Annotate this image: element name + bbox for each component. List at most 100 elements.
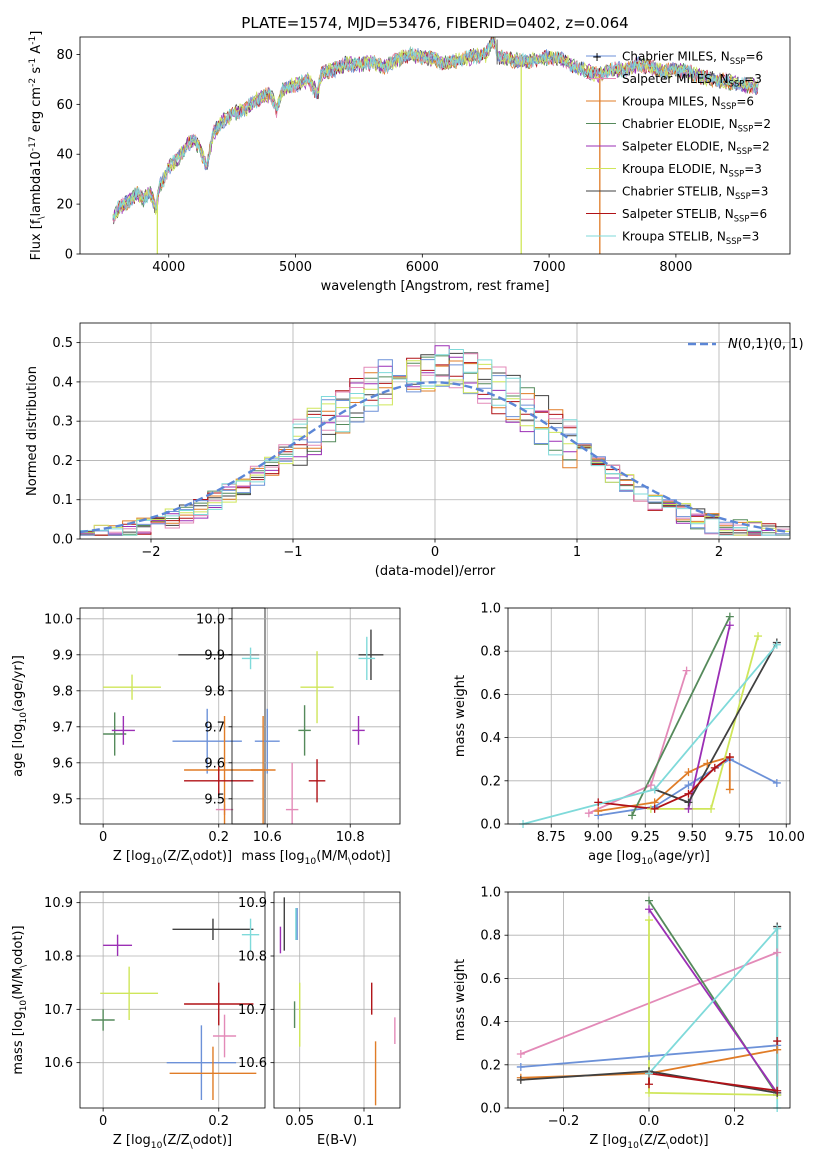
x-axis-label: Z [log10(Z/Z\odot)]: [589, 1133, 708, 1151]
weight-marker: [645, 896, 653, 905]
label-segment: Kroupa STELIB, N: [622, 230, 726, 244]
x-axis-label: (data-model)/error: [375, 564, 496, 579]
y-axis-label: mass weight: [453, 675, 468, 757]
y-tick-label: 10.9: [238, 896, 267, 911]
weight-marker: [710, 763, 719, 772]
label-segment: Chabrier MILES, N: [622, 50, 730, 64]
y-tick-label: 9.7: [204, 720, 225, 735]
legend-label: N(0,1)(0, 1): [728, 337, 804, 352]
y-tick-label: 0.0: [480, 818, 501, 833]
axes-frame: [79, 322, 791, 540]
label-segment: erg cm: [29, 87, 44, 136]
chart-title: PLATE=1574, MJD=53476, FIBERID=0402, z=0…: [241, 14, 628, 32]
label-segment: odot)]: [193, 849, 232, 864]
weight-marker: [646, 781, 655, 790]
weight-marker: [725, 753, 734, 762]
plot-area: [250, 629, 384, 824]
weight-marker: [772, 640, 781, 649]
y-tick-label: 9.5: [52, 792, 73, 807]
y-tick-label: 9.8: [204, 684, 225, 699]
axes-mass-vs-Z: 0 0.210.610.710.810.9Z [log10(Z/Z\odot)]m…: [11, 891, 266, 1151]
weight-marker: [707, 804, 716, 813]
x-tick-label: 10.6: [253, 830, 282, 845]
label-segment: age [log: [11, 724, 26, 777]
weight-marker: [773, 1086, 782, 1095]
y-tick-label: 1.0: [480, 886, 501, 901]
weight-marker: [684, 789, 693, 798]
label-segment: odot)]: [351, 849, 390, 864]
weight-line: [687, 625, 731, 810]
y-tick-label: 9.5: [204, 792, 225, 807]
label-segment: SSP: [729, 79, 745, 89]
y-tick-label: 40: [56, 148, 73, 163]
label-segment: N: [728, 337, 738, 352]
x-tick-label: −0.2: [548, 1114, 580, 1129]
label-segment: -1: [28, 58, 38, 67]
weight-marker: [773, 924, 782, 933]
y-tick-label: 0.2: [480, 1058, 501, 1073]
legend-marker: +: [592, 50, 602, 64]
x-axis-label: mass [log10(M/M\odot)]: [241, 849, 390, 867]
label-segment: -1: [28, 36, 38, 45]
x-tick-label: 0.0: [639, 1114, 660, 1129]
label-segment: 10: [151, 1141, 163, 1151]
label-segment: (0,1): [738, 337, 769, 352]
label-segment: =6: [745, 50, 763, 64]
x-tick-label: 4000: [152, 260, 185, 275]
label-segment: Kroupa ELODIE, N: [622, 162, 729, 176]
weight-marker: [754, 632, 763, 641]
y-tick-label: 1.0: [480, 602, 501, 617]
label-segment: SSP: [730, 56, 746, 66]
label-segment: SSP: [721, 101, 737, 111]
weight-marker: [594, 807, 603, 816]
label-segment: odot)]: [669, 1133, 708, 1148]
legend-label-segment: (0, 1): [769, 337, 804, 352]
y-tick-label: 0.0: [52, 533, 73, 548]
label-segment: \: [37, 216, 47, 220]
weight-marker: [645, 905, 653, 914]
weight-marker: [684, 781, 693, 790]
x-tick-label: 0: [99, 1114, 107, 1129]
weight-marker: [773, 1037, 782, 1046]
x-tick-label: 10.8: [336, 830, 365, 845]
label-segment: SSP: [736, 146, 752, 156]
axes-frame: [507, 891, 791, 1109]
y-tick-label: 0: [65, 248, 73, 263]
label-segment: 10: [641, 857, 653, 867]
legend-label: Kroupa ELODIE, NSSP=3: [622, 162, 762, 179]
axes-frame: [231, 607, 401, 825]
x-tick-label: 0.05: [285, 1114, 314, 1129]
axes-frame: [79, 36, 791, 255]
y-tick-label: 9.6: [52, 756, 73, 771]
histogram-step: [80, 349, 790, 536]
label-segment: SSP: [726, 236, 742, 246]
weight-marker: [516, 1075, 525, 1084]
y-tick-label: 0.4: [480, 1015, 501, 1030]
label-segment: (Z/Z: [639, 1133, 666, 1148]
y-tick-label: 10.6: [238, 1056, 267, 1071]
label-segment: =6: [736, 95, 754, 109]
weight-line: [648, 926, 779, 1108]
y-tick-label: 0.5: [52, 336, 73, 351]
y-tick-label: 0.1: [52, 493, 73, 508]
y-tick-label: 0.8: [480, 929, 501, 944]
label-segment: Flux [f: [29, 219, 44, 260]
label-segment: (Z/Z: [162, 849, 189, 864]
y-tick-label: 10.6: [44, 1056, 73, 1071]
weight-line: [650, 635, 759, 810]
label-segment: Salpeter MILES, N: [622, 72, 729, 86]
y-axis-label: mass weight: [453, 959, 468, 1041]
x-tick-label: 0.2: [208, 830, 229, 845]
weight-marker: [725, 785, 734, 794]
x-tick-label: 8.75: [537, 830, 566, 845]
label-segment: (Z/Z: [162, 1133, 189, 1148]
y-tick-label: 9.6: [204, 756, 225, 771]
x-tick-label: −2: [141, 545, 160, 560]
weight-marker: [684, 768, 693, 777]
x-axis-label: age [log10(age/yr)]: [588, 849, 710, 867]
x-tick-label: 1: [573, 545, 581, 560]
label-segment: =6: [749, 207, 767, 221]
label-segment: 10: [19, 712, 29, 724]
x-tick-label: −1: [283, 545, 302, 560]
